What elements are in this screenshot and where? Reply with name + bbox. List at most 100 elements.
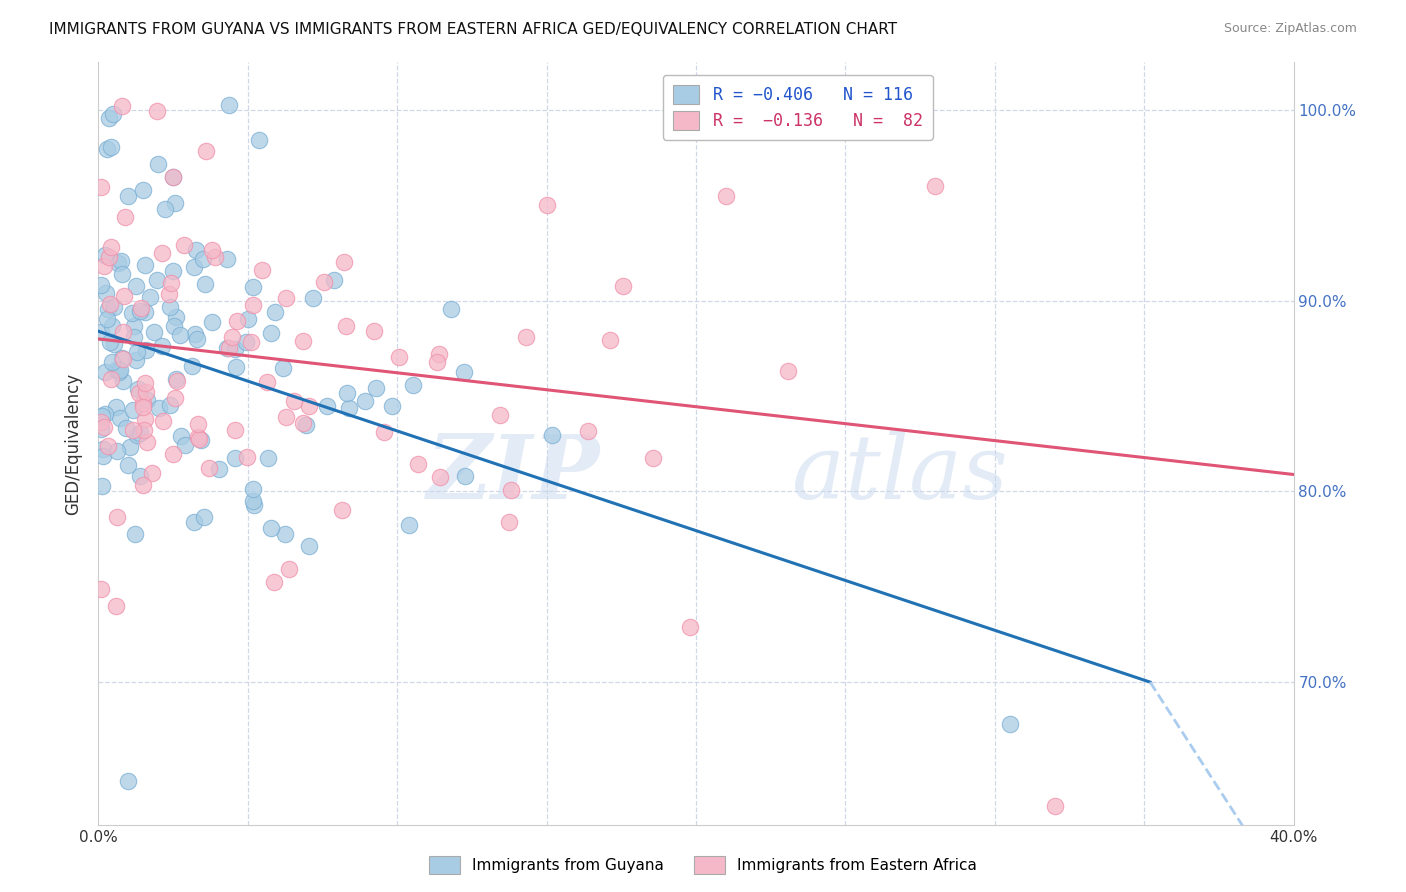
Point (93, 420, 115, 434)
Point (247, 133, 270, 147)
Point (108, 365, 131, 379)
Point (499, 483, 522, 498)
Point (103, 301, 125, 315)
Point (295, 417, 318, 432)
Text: Source: ZipAtlas.com: Source: ZipAtlas.com (1223, 22, 1357, 36)
Point (333, 254, 356, 268)
Point (330, 502, 353, 516)
Point (117, 458, 139, 472)
Point (291, 416, 314, 430)
Point (105, 443, 128, 458)
Point (98, 297, 121, 311)
Point (453, 365, 475, 379)
Point (250, 263, 273, 277)
Point (90, 582, 112, 597)
Point (111, 351, 134, 365)
Point (114, 421, 136, 435)
Point (152, 414, 174, 428)
Point (132, 400, 155, 414)
Point (132, 183, 155, 197)
Point (134, 258, 156, 272)
Point (440, 302, 463, 317)
Point (381, 399, 404, 413)
Point (163, 319, 186, 334)
Point (398, 517, 420, 532)
Point (90, 409, 112, 424)
Point (242, 280, 264, 294)
Point (103, 337, 125, 351)
Point (260, 520, 283, 534)
Point (186, 244, 208, 258)
Point (132, 478, 155, 492)
Legend: Immigrants from Guyana, Immigrants from Eastern Africa: Immigrants from Guyana, Immigrants from … (423, 850, 983, 880)
Point (208, 462, 231, 476)
Point (122, 423, 145, 437)
Text: IMMIGRANTS FROM GUYANA VS IMMIGRANTS FROM EASTERN AFRICA GED/EQUIVALENCY CORRELA: IMMIGRANTS FROM GUYANA VS IMMIGRANTS FRO… (49, 22, 897, 37)
Point (136, 435, 159, 450)
Point (678, 620, 700, 634)
Point (97, 301, 120, 316)
Point (193, 252, 215, 266)
Point (117, 189, 139, 203)
Point (225, 360, 247, 375)
Point (194, 144, 217, 158)
Point (170, 429, 193, 443)
Point (312, 275, 335, 289)
Point (90, 180, 112, 194)
Point (128, 468, 150, 483)
Point (183, 326, 205, 341)
Point (714, 189, 737, 203)
Point (118, 440, 141, 454)
Point (183, 260, 205, 274)
Point (127, 382, 149, 396)
Point (111, 99, 134, 113)
Point (94, 408, 117, 422)
Point (162, 169, 184, 184)
Point (94, 248, 117, 262)
Point (162, 169, 184, 184)
Point (540, 427, 562, 442)
Point (243, 498, 266, 512)
Point (145, 273, 167, 287)
Point (339, 401, 361, 415)
Point (260, 326, 283, 340)
Point (498, 515, 520, 529)
Point (135, 343, 157, 357)
Point (515, 329, 537, 343)
Point (406, 457, 429, 471)
Point (101, 318, 124, 333)
Point (103, 107, 125, 121)
Point (111, 351, 134, 366)
Point (536, 198, 558, 212)
Point (110, 254, 132, 268)
Point (224, 343, 246, 357)
Point (489, 409, 512, 423)
Point (204, 250, 226, 264)
Point (90, 325, 112, 339)
Point (96, 311, 118, 326)
Point (98, 250, 121, 264)
Point (235, 334, 257, 349)
Point (122, 403, 145, 417)
Point (242, 482, 264, 496)
Point (193, 509, 215, 524)
Point (225, 314, 247, 328)
Point (221, 329, 243, 343)
Point (181, 359, 204, 373)
Point (256, 375, 278, 389)
Point (93, 442, 115, 456)
Point (173, 238, 195, 252)
Point (271, 360, 294, 375)
Point (188, 432, 211, 446)
Point (298, 539, 321, 553)
Point (429, 470, 451, 484)
Point (139, 290, 162, 304)
Point (141, 467, 163, 481)
Point (98, 335, 121, 350)
Point (336, 385, 359, 400)
Point (128, 385, 150, 400)
Point (90, 415, 112, 429)
Point (599, 334, 621, 348)
Point (121, 306, 143, 320)
Y-axis label: GED/Equivalency: GED/Equivalency (65, 373, 83, 515)
